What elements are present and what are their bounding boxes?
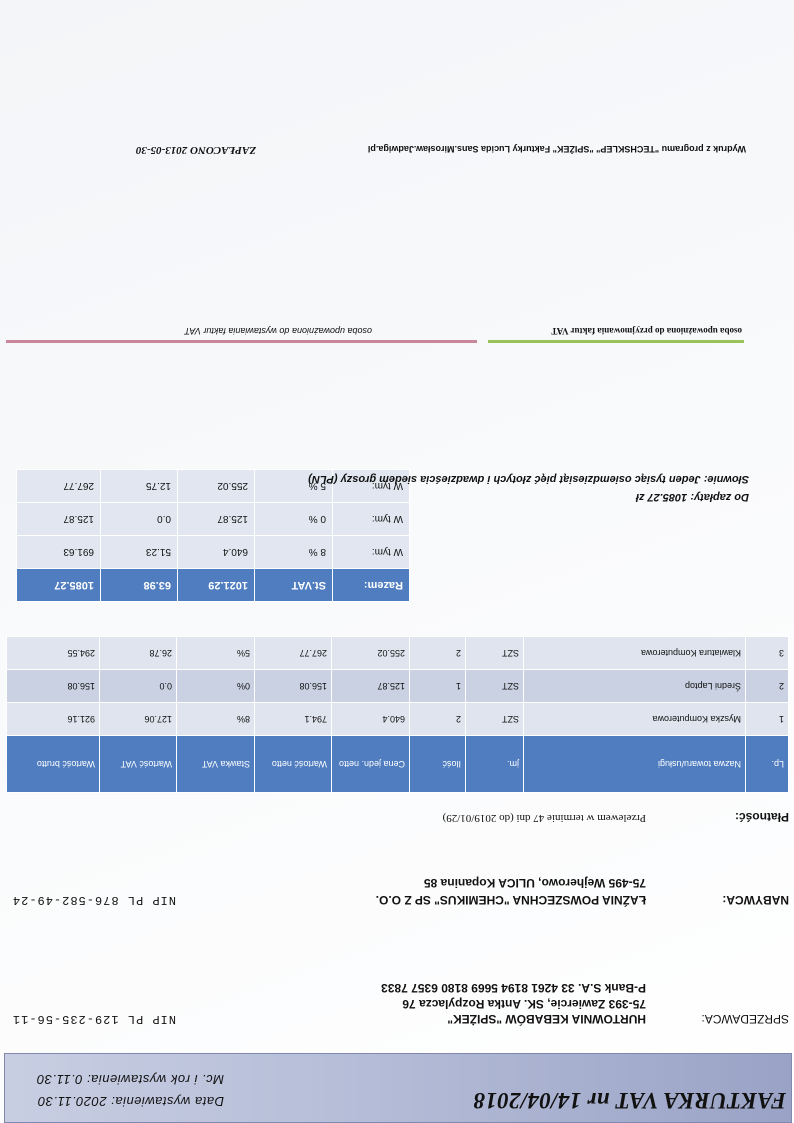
summary-label: W tym: <box>332 535 410 569</box>
header-quantity: Ilość <box>409 735 466 793</box>
summary-net: 125.87 <box>177 502 255 536</box>
summary-gross: 267.77 <box>16 469 101 503</box>
summary-rate: 8 % <box>254 535 333 569</box>
cell-net-value: 794.1 <box>254 702 332 736</box>
issuer-signature-label: osoba upoważniona do wystawiania faktur … <box>184 326 372 336</box>
cell-name: Myszka Komputerowa <box>523 702 746 736</box>
seller-name: HURTOWNIA KEBABÓW "SPIŻEK" <box>447 1012 646 1026</box>
table-row: 1 Myszka Komputerowa SZT 2 640.4 794.1 8… <box>6 702 789 736</box>
header-unit: jm. <box>465 735 524 793</box>
summary-gross: 1085.27 <box>16 568 101 602</box>
cell-unit-price: 255.02 <box>331 636 410 670</box>
table-row: W tym: 0 % 125.87 0.0 125.87 <box>16 502 410 536</box>
summary-gross: 691.63 <box>16 535 101 569</box>
cell-net-value: 156.08 <box>254 669 332 703</box>
receiver-signature-label: osoba upoważniona do przyjmowania faktur… <box>551 326 742 336</box>
issue-date: Data wystawienia: 2020.11.30 <box>37 1094 224 1109</box>
cell-gross-value: 921.16 <box>6 702 100 736</box>
cell-vat-rate: 8% <box>176 702 255 736</box>
cell-quantity: 1 <box>409 669 466 703</box>
vat-summary-table: Razem: St.VAT 1021.29 63.98 1085.27 W ty… <box>16 469 410 602</box>
items-table: Lp. Nazwa towaru/usługi jm. Ilość Cena j… <box>6 636 789 793</box>
cell-vat-value: 0.0 <box>99 669 177 703</box>
header-lp: Lp. <box>745 735 789 793</box>
header-vat-value: Wartość VAT <box>99 735 177 793</box>
header-vat-rate: Stawka VAT <box>176 735 255 793</box>
cell-lp: 2 <box>745 669 789 703</box>
cell-vat-rate: 5% <box>176 636 255 670</box>
cell-unit: SZT <box>465 669 524 703</box>
receiver-signature-line <box>488 340 744 343</box>
summary-gross: 125.87 <box>16 502 101 536</box>
cell-unit-price: 125.87 <box>331 669 410 703</box>
summary-rate: St.VAT <box>254 568 333 602</box>
header-name: Nazwa towaru/usługi <box>523 735 746 793</box>
summary-vat: 12.75 <box>100 469 178 503</box>
table-row: W tym: 8 % 640.4 51.23 691.63 <box>16 535 410 569</box>
cell-unit: SZT <box>465 702 524 736</box>
payment-label: Płatność: <box>734 810 789 824</box>
amount-in-words: Słownie: Jeden tysiąc osiemdziesiąt pięć… <box>308 473 749 485</box>
seller-bank-account: P-Bank S.A. 33 4261 8194 5669 8180 6357 … <box>381 981 646 995</box>
header-unit-price: Cena jedn. netto <box>331 735 410 793</box>
cell-name: Średni Laptop <box>523 669 746 703</box>
printout-note: Wydruk z programu "TECHSKLEP" "SPIŻEK" F… <box>367 144 746 154</box>
seller-label: SPRZEDAWCA: <box>701 1012 789 1026</box>
summary-net: 1021.29 <box>177 568 255 602</box>
cell-quantity: 2 <box>409 702 466 736</box>
amount-to-pay: Do zapłaty: 1085.27 zł <box>635 491 749 503</box>
invoice-title: FAKTURKA VAT nr 14/04/2018 <box>473 1088 786 1113</box>
buyer-label: NABYWCA: <box>722 893 789 907</box>
cell-name: Klawiatura Komputerowa <box>523 636 746 670</box>
issue-month-year: Mc. i rok wystawienia: 0.11.30 <box>36 1072 224 1087</box>
cell-gross-value: 156.08 <box>6 669 100 703</box>
items-header-row: Lp. Nazwa towaru/usługi jm. Ilość Cena j… <box>6 735 789 793</box>
cell-unit: SZT <box>465 636 524 670</box>
summary-vat: 63.98 <box>100 568 178 602</box>
summary-net: 640.4 <box>177 535 255 569</box>
payment-terms: Przelewem w terminie 47 dni (do 2019/01/… <box>442 812 646 824</box>
seller-nip: NIP PL 129-235-56-11 <box>11 1012 176 1026</box>
header-net-value: Wartość netto <box>254 735 332 793</box>
issuer-signature-line <box>6 340 477 343</box>
summary-net: 255.02 <box>177 469 255 503</box>
paid-stamp: ZAPŁACONO 2013-05-30 <box>135 144 256 156</box>
table-row: 3 Klawiatura Komputerowa SZT 2 255.02 26… <box>6 636 789 670</box>
summary-label: Razem: <box>332 568 410 602</box>
header-gross-value: Wartość brutto <box>6 735 100 793</box>
buyer-name: ŁAŹNIA POWSZECHNA "CHEMIKUS" SP Z O.O. <box>375 893 646 907</box>
summary-vat: 0.0 <box>100 502 178 536</box>
cell-gross-value: 294.55 <box>6 636 100 670</box>
seller-address: 75-393 Zawiercie, SK. Antka Rozpylacza 7… <box>402 997 646 1011</box>
summary-vat: 51.23 <box>100 535 178 569</box>
cell-vat-value: 26.78 <box>99 636 177 670</box>
cell-vat-rate: 0% <box>176 669 255 703</box>
summary-total-row: Razem: St.VAT 1021.29 63.98 1085.27 <box>16 568 410 602</box>
cell-quantity: 2 <box>409 636 466 670</box>
cell-net-value: 267.77 <box>254 636 332 670</box>
cell-vat-value: 127.06 <box>99 702 177 736</box>
cell-lp: 3 <box>745 636 789 670</box>
buyer-address: 75-495 Wejherowo, ULICA Kopanina 85 <box>423 876 646 890</box>
summary-label: W tym: <box>332 502 410 536</box>
table-row: 2 Średni Laptop SZT 1 125.87 156.08 0% 0… <box>6 669 789 703</box>
cell-unit-price: 640.4 <box>331 702 410 736</box>
cell-lp: 1 <box>745 702 789 736</box>
summary-rate: 0 % <box>254 502 333 536</box>
buyer-nip: NIP PL 876-582-49-24 <box>11 893 176 907</box>
